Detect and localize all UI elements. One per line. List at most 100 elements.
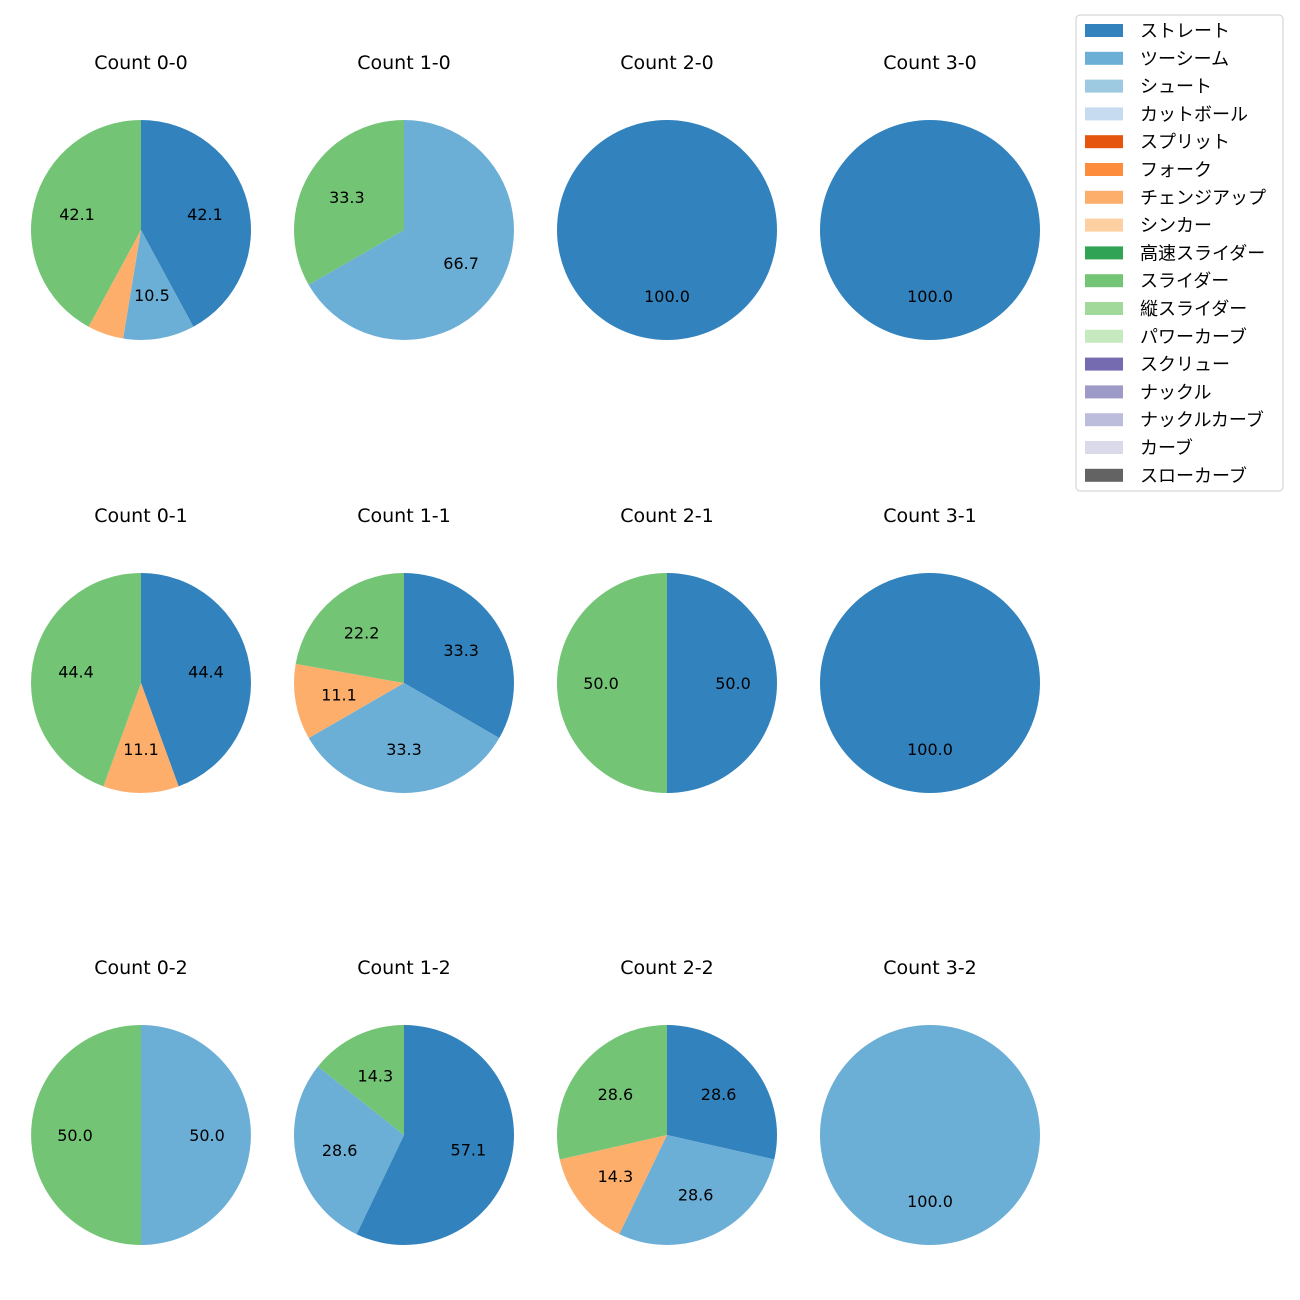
- pie-slice: [103, 683, 179, 793]
- legend-item: カーブ: [1085, 437, 1193, 459]
- legend-label: スライダー: [1140, 271, 1229, 292]
- chart-title: Count 2-0: [620, 52, 714, 74]
- chart-title: Count 0-2: [94, 957, 188, 979]
- slice-label: 22.2: [344, 623, 380, 642]
- legend-label: チェンジアップ: [1140, 188, 1266, 209]
- slice-label: 50.0: [715, 674, 751, 693]
- legend-label: シンカー: [1140, 216, 1212, 237]
- legend-label: ナックルカーブ: [1140, 409, 1264, 431]
- slice-label: 57.1: [451, 1141, 487, 1160]
- chart-title: Count 1-2: [357, 957, 451, 979]
- legend-swatch: [1085, 107, 1123, 121]
- pie-slice: [30, 120, 141, 327]
- pie-slice: [356, 1025, 514, 1245]
- legend-item: シュート: [1085, 77, 1212, 98]
- chart-title: Count 1-1: [357, 505, 451, 527]
- legend-label: カーブ: [1140, 437, 1193, 459]
- pie-chart: Count 1-2 57.1 28.6 14.3: [293, 957, 514, 1245]
- legend-item: カットボール: [1085, 104, 1248, 125]
- slice-label: 42.1: [59, 205, 95, 224]
- legend-swatch: [1085, 274, 1123, 288]
- legend-item: ツーシーム: [1085, 49, 1229, 70]
- chart-title: Count 2-2: [620, 957, 714, 979]
- legend-swatch: [1085, 24, 1123, 37]
- slice-label: 50.0: [57, 1126, 93, 1145]
- legend-swatch: [1085, 357, 1123, 371]
- legend-item: チェンジアップ: [1085, 188, 1266, 209]
- slice-label: 28.6: [322, 1141, 358, 1160]
- chart-title: Count 3-1: [883, 505, 977, 527]
- chart-title: Count 0-0: [94, 52, 188, 74]
- pie-slice: [141, 120, 251, 327]
- legend-label: スローカーブ: [1140, 465, 1247, 487]
- legend-swatch: [1085, 329, 1123, 343]
- pie-slice: [557, 573, 667, 793]
- pie-slice: [308, 120, 514, 340]
- legend-swatch: [1085, 51, 1123, 65]
- pie-slice: [820, 1025, 1040, 1245]
- pie-chart: Count 0-0 42.1 10.5 42.1: [30, 52, 251, 340]
- pie-slice: [619, 1135, 775, 1245]
- pie-slice: [404, 573, 514, 738]
- pie-slice: [557, 120, 777, 340]
- legend-item: スローカーブ: [1085, 465, 1247, 487]
- legend-swatch: [1085, 190, 1123, 204]
- slice-label: 28.6: [701, 1085, 737, 1104]
- pie-slice: [141, 573, 252, 787]
- slice-label: 50.0: [583, 674, 619, 693]
- slice-label: 33.3: [443, 641, 479, 660]
- legend-label: パワーカーブ: [1140, 326, 1247, 348]
- legend-item: スクリュー: [1085, 355, 1230, 376]
- legend-label: ストレート: [1140, 21, 1230, 42]
- pie-slice: [317, 1025, 404, 1135]
- slice-label: 44.4: [58, 663, 94, 682]
- legend-swatch: [1085, 441, 1123, 454]
- legend-item: フォーク: [1085, 160, 1212, 181]
- pie-slice: [141, 1025, 251, 1245]
- legend-swatch: [1085, 135, 1123, 149]
- legend-swatch: [1085, 218, 1123, 232]
- pie-slice: [308, 683, 500, 793]
- chart-title: Count 1-0: [357, 52, 451, 74]
- legend-swatch: [1085, 163, 1123, 176]
- legend-label: カットボール: [1140, 104, 1248, 125]
- legend-item: ナックルカーブ: [1085, 409, 1264, 431]
- pie-chart: Count 3-1 100.0: [820, 505, 1040, 793]
- legend-label: スクリュー: [1140, 355, 1230, 376]
- pie-slice: [88, 230, 141, 339]
- slice-label: 33.3: [386, 740, 422, 759]
- slice-label: 66.7: [443, 254, 479, 273]
- chart-title: Count 2-1: [620, 505, 714, 527]
- slice-label: 100.0: [907, 1192, 953, 1211]
- pie-slice: [667, 1025, 777, 1160]
- legend-swatch: [1085, 413, 1123, 427]
- legend-swatch: [1085, 385, 1123, 399]
- legend-item: 高速スライダー: [1085, 243, 1265, 264]
- legend-item: ナックル: [1085, 382, 1211, 403]
- slice-label: 11.1: [123, 740, 159, 759]
- pie-chart: Count 0-2 50.0 50.0: [31, 957, 251, 1245]
- slice-label: 42.1: [187, 205, 223, 224]
- pie-slice: [667, 573, 777, 793]
- pie-slice: [820, 120, 1040, 340]
- charts-group: Count 0-0 42.1 10.5 42.1 Count 1-0 66.7 33.3 Co…: [30, 52, 1040, 1245]
- pie-slice: [30, 573, 141, 787]
- slice-label: 14.3: [358, 1067, 394, 1086]
- pie-chart: Count 0-1 44.4 11.1 44.4: [30, 505, 252, 793]
- legend-swatch: [1085, 246, 1123, 260]
- pie-chart: Count 3-0 100.0: [820, 52, 1040, 340]
- slice-label: 10.5: [134, 286, 170, 305]
- slice-label: 28.6: [598, 1085, 634, 1104]
- slice-label: 50.0: [189, 1126, 225, 1145]
- pie-slice: [294, 663, 404, 738]
- legend-label: ツーシーム: [1140, 49, 1229, 70]
- slice-label: 28.6: [678, 1185, 714, 1204]
- legend-item: シンカー: [1085, 216, 1212, 237]
- chart-title: Count 3-0: [883, 52, 977, 74]
- legend-item: パワーカーブ: [1085, 326, 1247, 348]
- legend-items: ストレートツーシームシュートカットボールスプリットフォークチェンジアップシンカー…: [1085, 21, 1266, 487]
- chart-title: Count 3-2: [883, 957, 977, 979]
- legend-swatch: [1085, 468, 1123, 482]
- pie-chart: Count 3-2 100.0: [820, 957, 1040, 1245]
